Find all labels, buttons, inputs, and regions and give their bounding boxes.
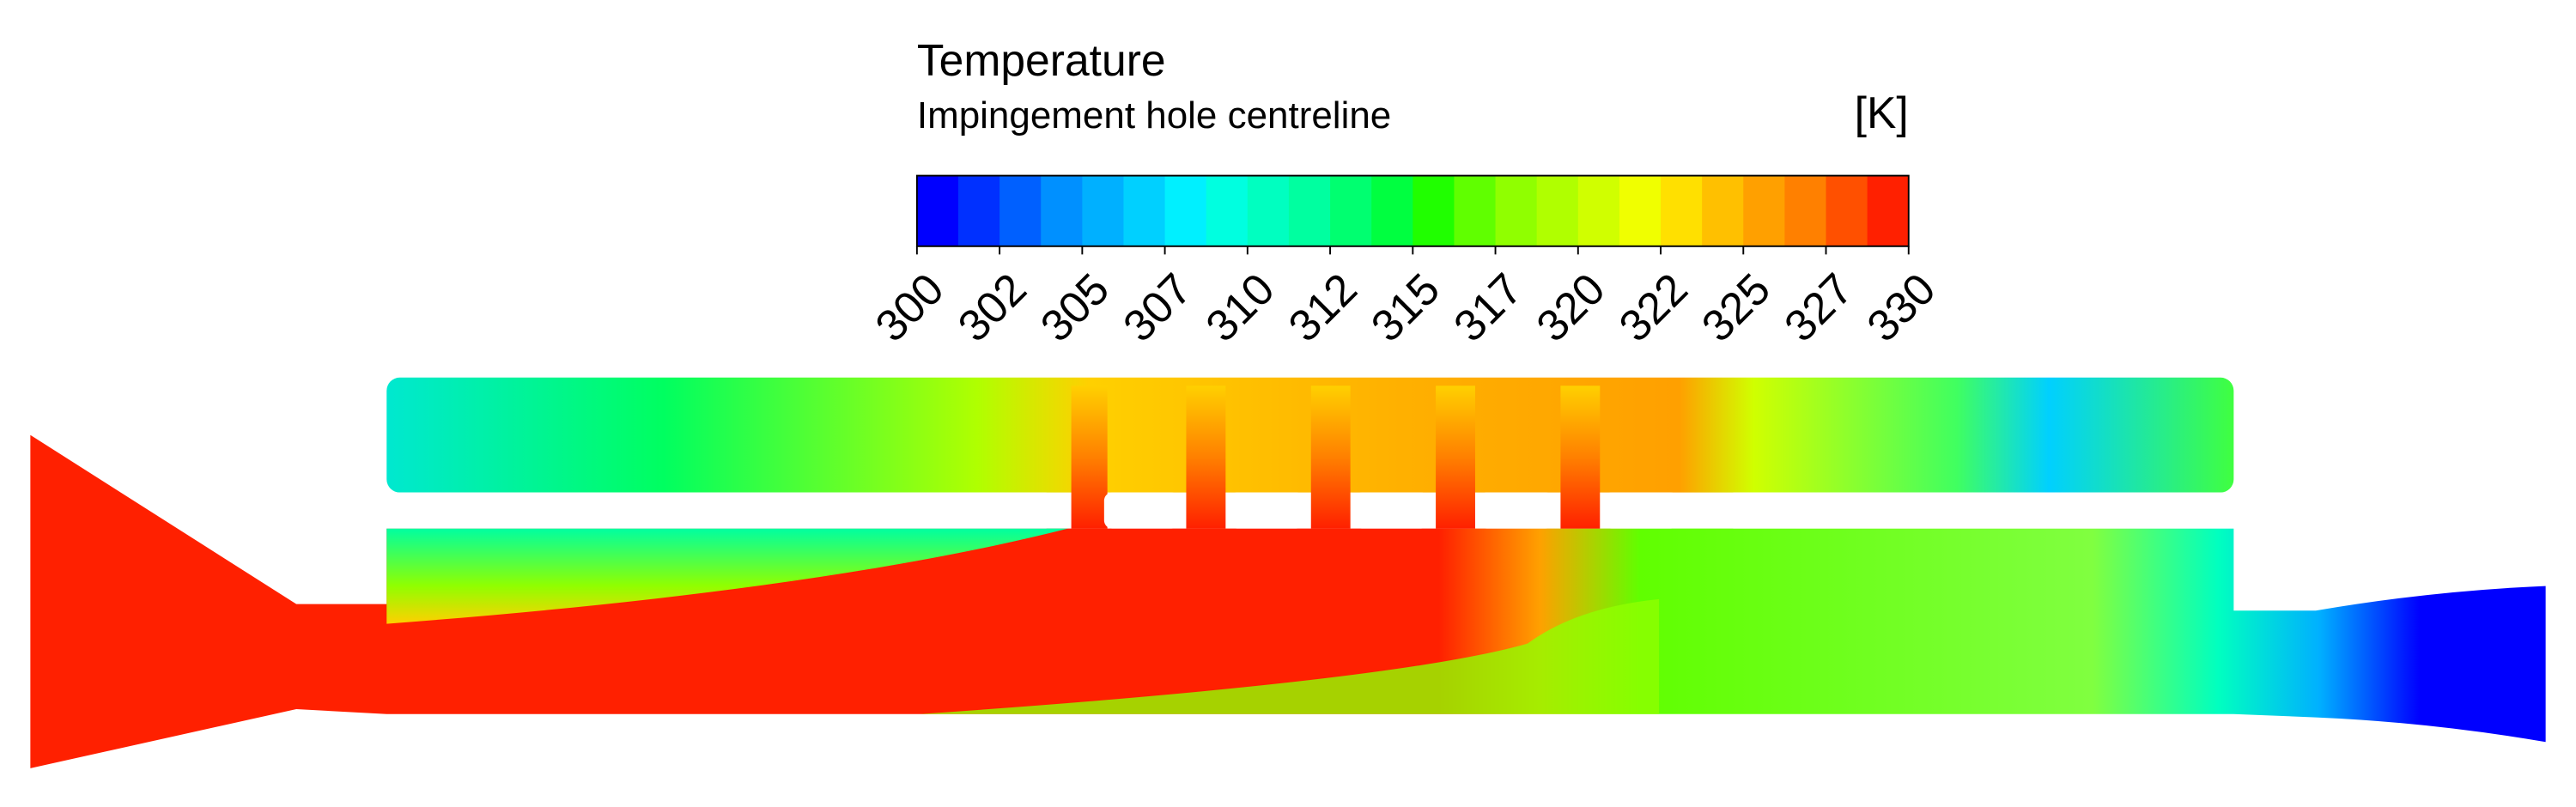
colorbar-band [1247, 175, 1290, 246]
colorbar-band [1619, 175, 1662, 246]
plate [1728, 492, 2242, 529]
tick-label: 322 [1609, 264, 1697, 351]
tick-label: 315 [1361, 264, 1449, 351]
unit: [K] [1855, 88, 1909, 137]
colorbar-band [1288, 175, 1331, 246]
colorbar-band [1041, 175, 1083, 246]
tick-label: 327 [1775, 264, 1862, 351]
jet [1436, 385, 1475, 529]
plate [1478, 492, 1554, 529]
tick-label: 312 [1279, 264, 1366, 351]
jets [1071, 385, 1601, 529]
colorbar-band [1330, 175, 1372, 246]
cool-region [920, 598, 1660, 714]
colorbar-band [1454, 175, 1497, 246]
channel [30, 434, 2546, 768]
colorbar-band [1123, 175, 1166, 246]
colorbar-band [1371, 175, 1413, 246]
colorbar-band [1536, 175, 1579, 246]
colorbar-band [1784, 175, 1827, 246]
colorbar-band [1661, 175, 1703, 246]
colorbar-band [1164, 175, 1207, 246]
cool-region [386, 528, 1068, 624]
tick-label: 320 [1527, 264, 1614, 351]
colorbar-band [1867, 175, 1910, 246]
colorbar-band [999, 175, 1042, 246]
plate [1229, 492, 1305, 529]
plate [1603, 492, 1680, 529]
colorbar-band [916, 175, 959, 246]
colorbar-band [1702, 175, 1744, 246]
colorbar-band [1082, 175, 1125, 246]
plate [1103, 492, 1180, 529]
jet [1560, 385, 1601, 529]
plenum [386, 377, 2234, 493]
jet [1310, 385, 1351, 529]
colorbar-band [1577, 175, 1620, 246]
tick-label: 305 [1030, 264, 1118, 351]
tick-label: 300 [866, 264, 953, 351]
jet [1186, 385, 1226, 529]
tick-label: 310 [1196, 264, 1284, 351]
title: Temperature [917, 35, 1166, 85]
colorbar-band [1743, 175, 1785, 246]
tick-label: 307 [1114, 264, 1201, 351]
plate [378, 492, 1052, 529]
tick-label: 330 [1857, 264, 1945, 351]
colorbar-band [1826, 175, 1868, 246]
tick-label: 317 [1444, 264, 1532, 351]
temperature-field [30, 377, 2546, 768]
tick-label: 325 [1692, 264, 1779, 351]
plate [1353, 492, 1430, 529]
jet [1071, 385, 1108, 529]
plate [378, 492, 2242, 529]
subtitle: Impingement hole centreline [917, 94, 1391, 137]
colorbar-band [957, 175, 1000, 246]
colorbar-band [1413, 175, 1455, 246]
tick-label: 302 [948, 264, 1036, 351]
colorbar-band [1495, 175, 1538, 246]
colorbar-band [1206, 175, 1249, 246]
